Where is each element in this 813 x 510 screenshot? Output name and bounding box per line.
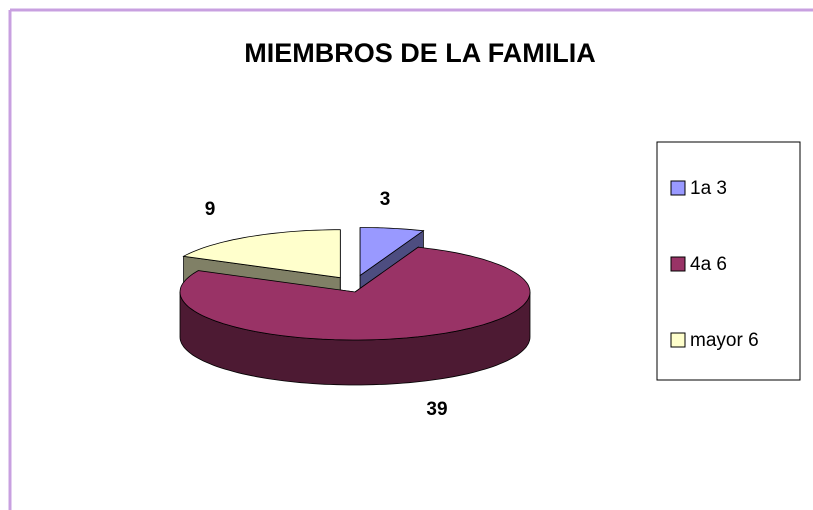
legend-label: 1a 3 (690, 178, 727, 199)
slice (359, 227, 425, 277)
legend-label: mayor 6 (690, 330, 759, 351)
legend-swatch (670, 256, 686, 272)
legend-label: 4a 6 (690, 254, 727, 275)
data-label: 3 (380, 189, 391, 210)
slice (182, 229, 341, 279)
legend-swatch (670, 332, 686, 348)
data-label: 9 (205, 199, 216, 220)
slice-tops (179, 227, 531, 341)
legend-swatch (670, 180, 686, 196)
slice (179, 246, 531, 341)
chart-title: MIEMBROS DE LA FAMILIA (244, 38, 596, 68)
data-label: 39 (426, 399, 447, 420)
